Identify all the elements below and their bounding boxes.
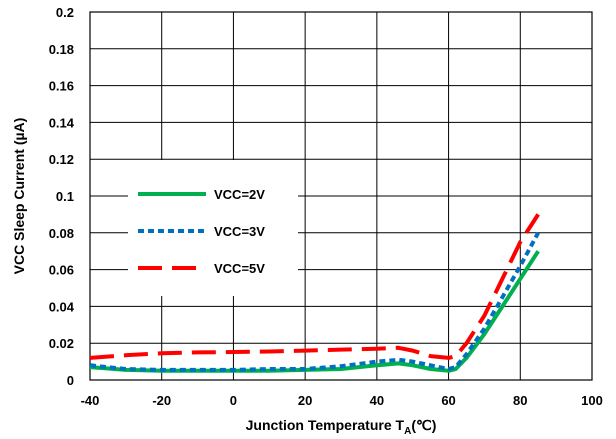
legend: VCC=2V VCC=3V VCC=5V [128, 160, 298, 296]
x-tick-label: 40 [370, 393, 384, 408]
x-tick-label: -40 [81, 393, 100, 408]
y-tick-label: 0.1 [56, 189, 74, 204]
x-tick-labels: -40 -20 0 20 40 60 80 100 [81, 393, 603, 408]
x-axis-title: Junction Temperature TA(℃) [246, 417, 437, 437]
x-tick-label: -20 [152, 393, 171, 408]
x-tick-label: 100 [581, 393, 603, 408]
y-axis-title: VCC Sleep Current (µA) [11, 118, 27, 275]
legend-label: VCC=3V [214, 224, 265, 239]
legend-label: VCC=5V [214, 261, 265, 276]
y-tick-label: 0.18 [49, 42, 74, 57]
y-tick-label: 0 [67, 373, 74, 388]
series-line-vcc-5v [89, 213, 540, 360]
y-tick-label: 0.02 [49, 336, 74, 351]
x-tick-label: 80 [513, 393, 527, 408]
y-tick-label: 0.2 [56, 5, 74, 20]
legend-box [128, 160, 298, 296]
x-axis-title-subscript: A [404, 426, 411, 437]
x-tick-label: 20 [298, 393, 312, 408]
x-tick-label: 0 [230, 393, 237, 408]
series-line-vcc-3v [89, 231, 540, 372]
series-layer [89, 213, 540, 373]
y-tick-label: 0.08 [49, 226, 74, 241]
y-tick-label: 0.12 [49, 152, 74, 167]
y-tick-label: 0.04 [49, 299, 75, 314]
plot-area-border [89, 11, 593, 381]
legend-label: VCC=2V [214, 187, 265, 202]
y-tick-label: 0.14 [49, 115, 75, 130]
series-line-vcc-2v [89, 250, 540, 373]
x-tick-label: 60 [441, 393, 455, 408]
y-tick-label: 0.16 [49, 79, 74, 94]
y-tick-labels: 0 0.02 0.04 0.06 0.08 0.1 0.12 0.14 0.16 0.18 0.2 [49, 5, 75, 388]
x-axis-title-main: Junction Temperature T [246, 417, 405, 433]
x-axis-title-unit: (℃) [411, 417, 436, 433]
y-tick-label: 0.06 [49, 263, 74, 278]
